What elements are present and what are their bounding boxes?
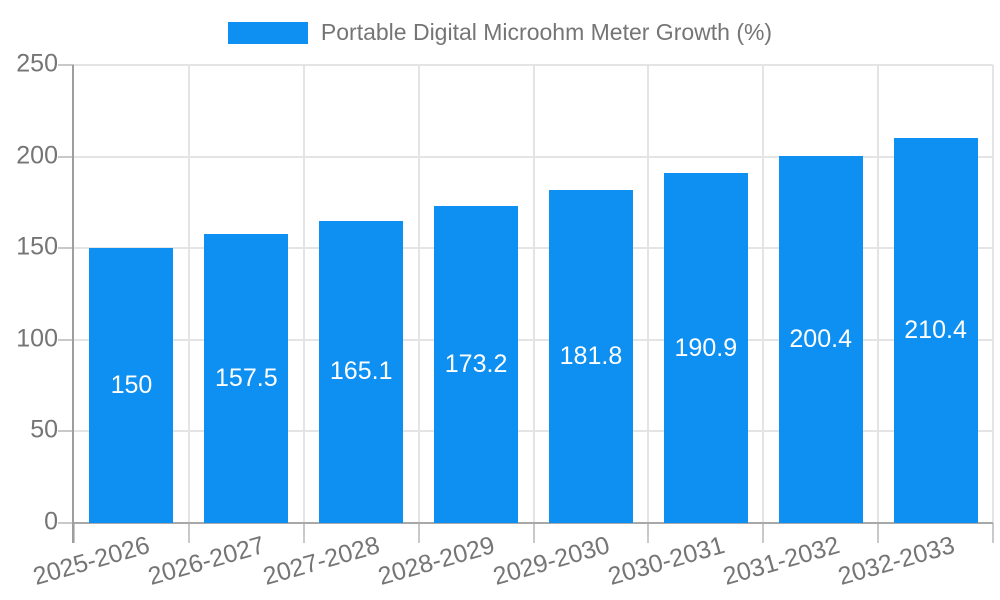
bar-value-label: 173.2 — [444, 349, 508, 378]
x-axis-line — [74, 522, 993, 524]
x-tick — [992, 523, 994, 543]
bar-value-label: 200.4 — [789, 324, 852, 353]
legend-label[interactable]: Portable Digital Microohm Meter Growth (… — [320, 19, 773, 45]
y-tick — [58, 64, 74, 66]
gridline-v — [992, 65, 994, 523]
gridline-v — [187, 65, 190, 523]
y-tick-label: 250 — [16, 49, 58, 78]
legend: Portable Digital Microohm Meter Growth (… — [0, 19, 1000, 46]
y-tick-label: 150 — [16, 232, 58, 261]
bar-value-label: 190.9 — [674, 333, 738, 362]
bar-value-label: 165.1 — [329, 357, 393, 386]
y-tick — [58, 430, 74, 433]
y-tick-label: 200 — [16, 140, 58, 169]
bar[interactable]: 181.8 — [548, 189, 633, 523]
legend-swatch[interactable] — [227, 21, 308, 44]
x-tick — [302, 523, 305, 543]
bar[interactable]: 210.4 — [893, 137, 978, 523]
bar-value-label: 181.8 — [559, 341, 623, 370]
y-tick-label: 100 — [16, 324, 58, 353]
gridline-v — [302, 65, 305, 523]
bar[interactable]: 190.9 — [663, 173, 748, 523]
y-tick-label: 50 — [30, 415, 58, 444]
gridline-v — [417, 65, 420, 523]
y-tick — [58, 247, 74, 250]
bar-value-label: 157.5 — [215, 364, 278, 393]
bar[interactable]: 157.5 — [204, 234, 289, 523]
gridline-v — [877, 65, 880, 523]
bar[interactable]: 165.1 — [319, 220, 404, 523]
gridline-v — [762, 65, 765, 523]
gridline-v — [532, 65, 535, 523]
x-tick — [532, 523, 535, 543]
gridline-v — [647, 65, 650, 523]
x-tick — [647, 523, 650, 543]
x-tick — [417, 523, 420, 543]
x-tick — [73, 523, 75, 543]
y-tick — [58, 155, 74, 158]
y-tick — [58, 522, 74, 524]
y-tick — [58, 338, 74, 341]
bar[interactable]: 173.2 — [434, 205, 519, 523]
y-tick-label: 0 — [44, 507, 58, 536]
bar-value-label: 210.4 — [904, 315, 967, 344]
x-tick — [762, 523, 765, 543]
bar[interactable]: 200.4 — [778, 155, 863, 523]
bar[interactable]: 150 — [89, 248, 174, 523]
y-axis-line — [72, 65, 74, 543]
x-tick — [187, 523, 190, 543]
x-tick — [877, 523, 880, 543]
bar-value-label: 150 — [110, 371, 153, 400]
